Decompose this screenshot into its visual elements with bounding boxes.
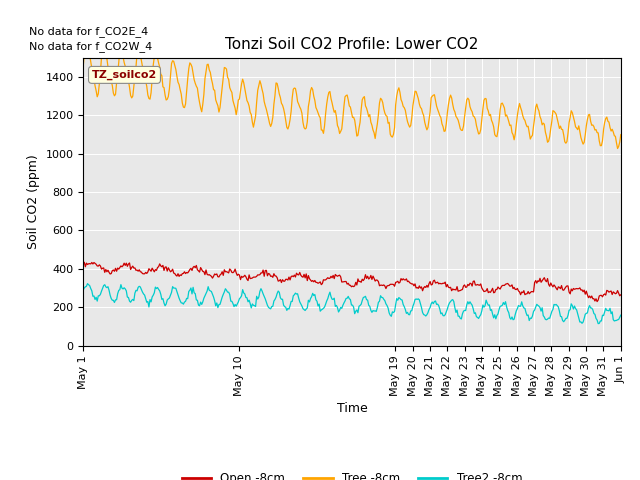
Open -8cm bbox=[593, 299, 601, 304]
Tree2 -8cm bbox=[595, 321, 602, 326]
Y-axis label: Soil CO2 (ppm): Soil CO2 (ppm) bbox=[27, 154, 40, 249]
Tree2 -8cm bbox=[371, 308, 379, 314]
Text: No data for f_CO2W_4: No data for f_CO2W_4 bbox=[29, 41, 153, 52]
Text: No data for f_CO2E_4: No data for f_CO2E_4 bbox=[29, 26, 148, 37]
Tree2 -8cm bbox=[606, 305, 614, 311]
Open -8cm bbox=[401, 277, 408, 283]
Open -8cm bbox=[606, 288, 614, 294]
Legend: Open -8cm, Tree -8cm, Tree2 -8cm: Open -8cm, Tree -8cm, Tree2 -8cm bbox=[177, 467, 527, 480]
Tree2 -8cm bbox=[521, 305, 529, 311]
Open -8cm bbox=[81, 259, 88, 265]
Tree -8cm bbox=[617, 132, 625, 137]
X-axis label: Time: Time bbox=[337, 402, 367, 415]
Open -8cm bbox=[339, 279, 347, 285]
Open -8cm bbox=[79, 262, 87, 267]
Tree -8cm bbox=[79, 63, 87, 69]
Tree -8cm bbox=[401, 105, 408, 110]
Tree2 -8cm bbox=[336, 307, 344, 313]
Tree2 -8cm bbox=[84, 281, 92, 287]
Line: Tree -8cm: Tree -8cm bbox=[83, 40, 621, 148]
Tree2 -8cm bbox=[617, 312, 625, 318]
Tree2 -8cm bbox=[339, 302, 347, 308]
Tree -8cm bbox=[521, 118, 529, 123]
Tree -8cm bbox=[614, 145, 621, 151]
Open -8cm bbox=[521, 292, 529, 298]
Tree -8cm bbox=[336, 131, 344, 136]
Line: Open -8cm: Open -8cm bbox=[83, 262, 621, 301]
Tree2 -8cm bbox=[79, 287, 87, 293]
Tree -8cm bbox=[339, 116, 347, 121]
Tree -8cm bbox=[605, 119, 612, 125]
Line: Tree2 -8cm: Tree2 -8cm bbox=[83, 284, 621, 324]
Tree -8cm bbox=[371, 136, 379, 142]
Open -8cm bbox=[617, 292, 625, 298]
Tree -8cm bbox=[83, 37, 90, 43]
Tree2 -8cm bbox=[401, 304, 408, 310]
Text: TZ_soilco2: TZ_soilco2 bbox=[92, 70, 157, 80]
Title: Tonzi Soil CO2 Profile: Lower CO2: Tonzi Soil CO2 Profile: Lower CO2 bbox=[225, 37, 479, 52]
Open -8cm bbox=[371, 278, 379, 284]
Open -8cm bbox=[336, 272, 344, 278]
